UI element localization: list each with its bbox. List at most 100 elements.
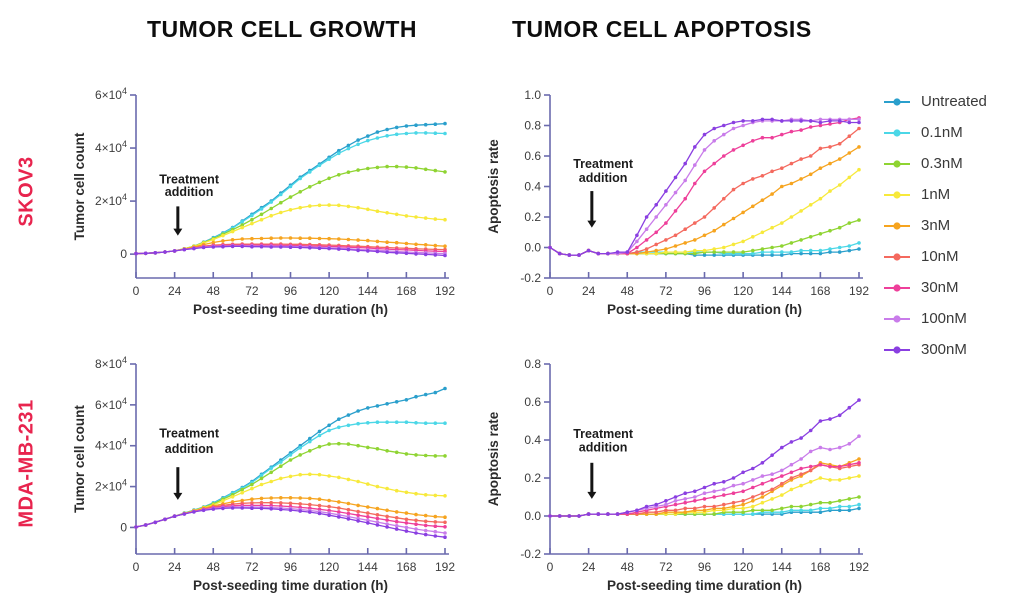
x-tick-label: 120: [733, 560, 753, 574]
legend-marker-c3: [884, 221, 910, 230]
legend-label-c100: 100nM: [921, 310, 967, 327]
x-tick-label: 24: [168, 560, 182, 574]
legend-label-untreated: Untreated: [921, 93, 987, 110]
axes-mda-growth: 0 2×104 4×104 6×104 8×104 0 24 48 72 96 120 144 168 1…: [95, 355, 455, 574]
legend-label-c300: 300nM: [921, 341, 967, 358]
chart-svg-skov3-apoptosis: -0.2 0.0 0.2 0.4 0.6 0.8 1.0 0 24 48 72 96 120 144 168…: [486, 88, 869, 317]
x-tick-label: 144: [772, 560, 792, 574]
x-tick-label: 96: [698, 560, 712, 574]
x-tick-label: 144: [772, 284, 792, 298]
legend-label-c30: 30nM: [921, 279, 959, 296]
legend-item-c01: 0.1nM: [884, 117, 1020, 148]
series-c300: [548, 398, 861, 518]
y-tick-label: 2×104: [95, 192, 127, 208]
legend-marker-c100: [884, 314, 910, 323]
x-tick-label: 24: [168, 284, 182, 298]
y-axis-label: Apoptosis rate: [486, 139, 501, 234]
y-tick-label: 0.6: [524, 395, 541, 409]
legend-item-c3: 3nM: [884, 210, 1020, 241]
x-tick-label: 24: [582, 560, 596, 574]
series-c1: [134, 472, 447, 529]
y-tick-label: 0: [120, 520, 127, 534]
legend-marker-c1: [884, 190, 910, 199]
series-c300: [134, 244, 447, 258]
chart-mda-mb-231-apoptosis: -0.2 0.0 0.2 0.4 0.6 0.8 0 24 48 72 96 120 144 168 192…: [478, 352, 873, 609]
y-tick-label: 6×104: [95, 86, 127, 102]
x-tick-label: 0: [547, 284, 554, 298]
treatment-annotation-text: Treatment: [573, 157, 634, 171]
x-tick-label: 144: [358, 284, 378, 298]
x-tick-label: 96: [284, 284, 298, 298]
legend-marker-c10: [884, 252, 910, 261]
series-c10: [548, 126, 861, 257]
treatment-annotation-text: Treatment: [573, 427, 634, 441]
x-axis-label: Post-seeding time duration (h): [193, 578, 388, 593]
x-axis-label: Post-seeding time duration (h): [193, 302, 388, 317]
x-tick-label: 120: [319, 560, 339, 574]
x-tick-label: 192: [849, 284, 869, 298]
legend-label-c1: 1nM: [921, 186, 951, 203]
y-tick-label: 0.4: [524, 180, 541, 194]
legend-marker-c03: [884, 159, 910, 168]
y-tick-label: 0: [120, 247, 127, 261]
x-tick-label: 120: [733, 284, 753, 298]
chart-svg-mda-growth: 0 2×104 4×104 6×104 8×104 0 24 48 72 96 120 144 168 1…: [72, 355, 455, 593]
y-tick-label: 4×104: [95, 437, 127, 453]
legend-label-c3: 3nM: [921, 217, 951, 234]
x-tick-label: 48: [207, 560, 221, 574]
y-tick-label: 8×104: [95, 355, 127, 371]
series-c300: [548, 117, 861, 257]
chart-svg-skov3-growth: 0 2×104 4×104 6×104 0 24 48 72 96 120 144 168 192 Pos…: [72, 86, 455, 317]
x-tick-label: 72: [245, 560, 259, 574]
treatment-annotation-text: addition: [579, 171, 628, 185]
treatment-annotation-text: Treatment: [159, 427, 220, 441]
legend-item-c30: 30nM: [884, 272, 1020, 303]
axes-mda-apoptosis: -0.2 0.0 0.2 0.4 0.6 0.8 0 24 48 72 96 120 144 168 192: [520, 357, 869, 574]
x-tick-label: 120: [319, 284, 339, 298]
x-tick-label: 168: [396, 560, 416, 574]
legend-item-c100: 100nM: [884, 303, 1020, 334]
legend-item-c10: 10nM: [884, 241, 1020, 272]
x-tick-label: 144: [358, 560, 378, 574]
legend-label-c01: 0.1nM: [921, 124, 963, 141]
y-tick-label: 0.0: [524, 241, 541, 255]
legend-label-c10: 10nM: [921, 248, 959, 265]
y-tick-label: 0.8: [524, 119, 541, 133]
x-tick-label: 72: [245, 284, 259, 298]
x-tick-label: 0: [133, 560, 140, 574]
y-tick-label: 0.0: [524, 509, 541, 523]
treatment-arrow-head: [173, 492, 183, 500]
y-tick-label: 0.2: [524, 471, 541, 485]
y-tick-label: 1.0: [524, 88, 541, 102]
treatment-arrow-head: [587, 491, 597, 499]
legend-marker-c300: [884, 345, 910, 354]
chart-svg-mda-apoptosis: -0.2 0.0 0.2 0.4 0.6 0.8 0 24 48 72 96 120 144 168 192…: [486, 357, 869, 593]
axes-skov3-growth: 0 2×104 4×104 6×104 0 24 48 72 96 120 144 168 192: [95, 86, 455, 298]
treatment-annotation-text: Treatment: [159, 173, 220, 187]
y-axis-label: Tumor cell count: [72, 132, 87, 240]
x-tick-label: 48: [621, 560, 635, 574]
x-tick-label: 192: [435, 284, 455, 298]
y-tick-label: 0.4: [524, 433, 541, 447]
x-tick-label: 48: [621, 284, 635, 298]
y-axis-label: Tumor cell count: [72, 405, 87, 513]
series-c3: [134, 496, 447, 529]
x-tick-label: 168: [810, 284, 830, 298]
treatment-arrow-head: [173, 228, 183, 236]
x-axis-label: Post-seeding time duration (h): [607, 578, 802, 593]
x-tick-label: 168: [396, 284, 416, 298]
x-tick-label: 24: [582, 284, 596, 298]
y-tick-label: 2×104: [95, 478, 127, 494]
x-axis-label: Post-seeding time duration (h): [607, 302, 802, 317]
row-label-skov3: SKOV3: [15, 156, 38, 227]
x-tick-label: 168: [810, 560, 830, 574]
legend-marker-untreated: [884, 97, 910, 106]
y-tick-label: 6×104: [95, 396, 127, 412]
y-tick-label: 0.6: [524, 149, 541, 163]
treatment-annotation-text: addition: [165, 185, 214, 199]
column-title-apoptosis: TUMOR CELL APOPTOSIS: [512, 16, 812, 42]
legend-label-c03: 0.3nM: [921, 155, 963, 172]
row-label-mda-mb-231: MDA-MB-231: [15, 399, 38, 528]
